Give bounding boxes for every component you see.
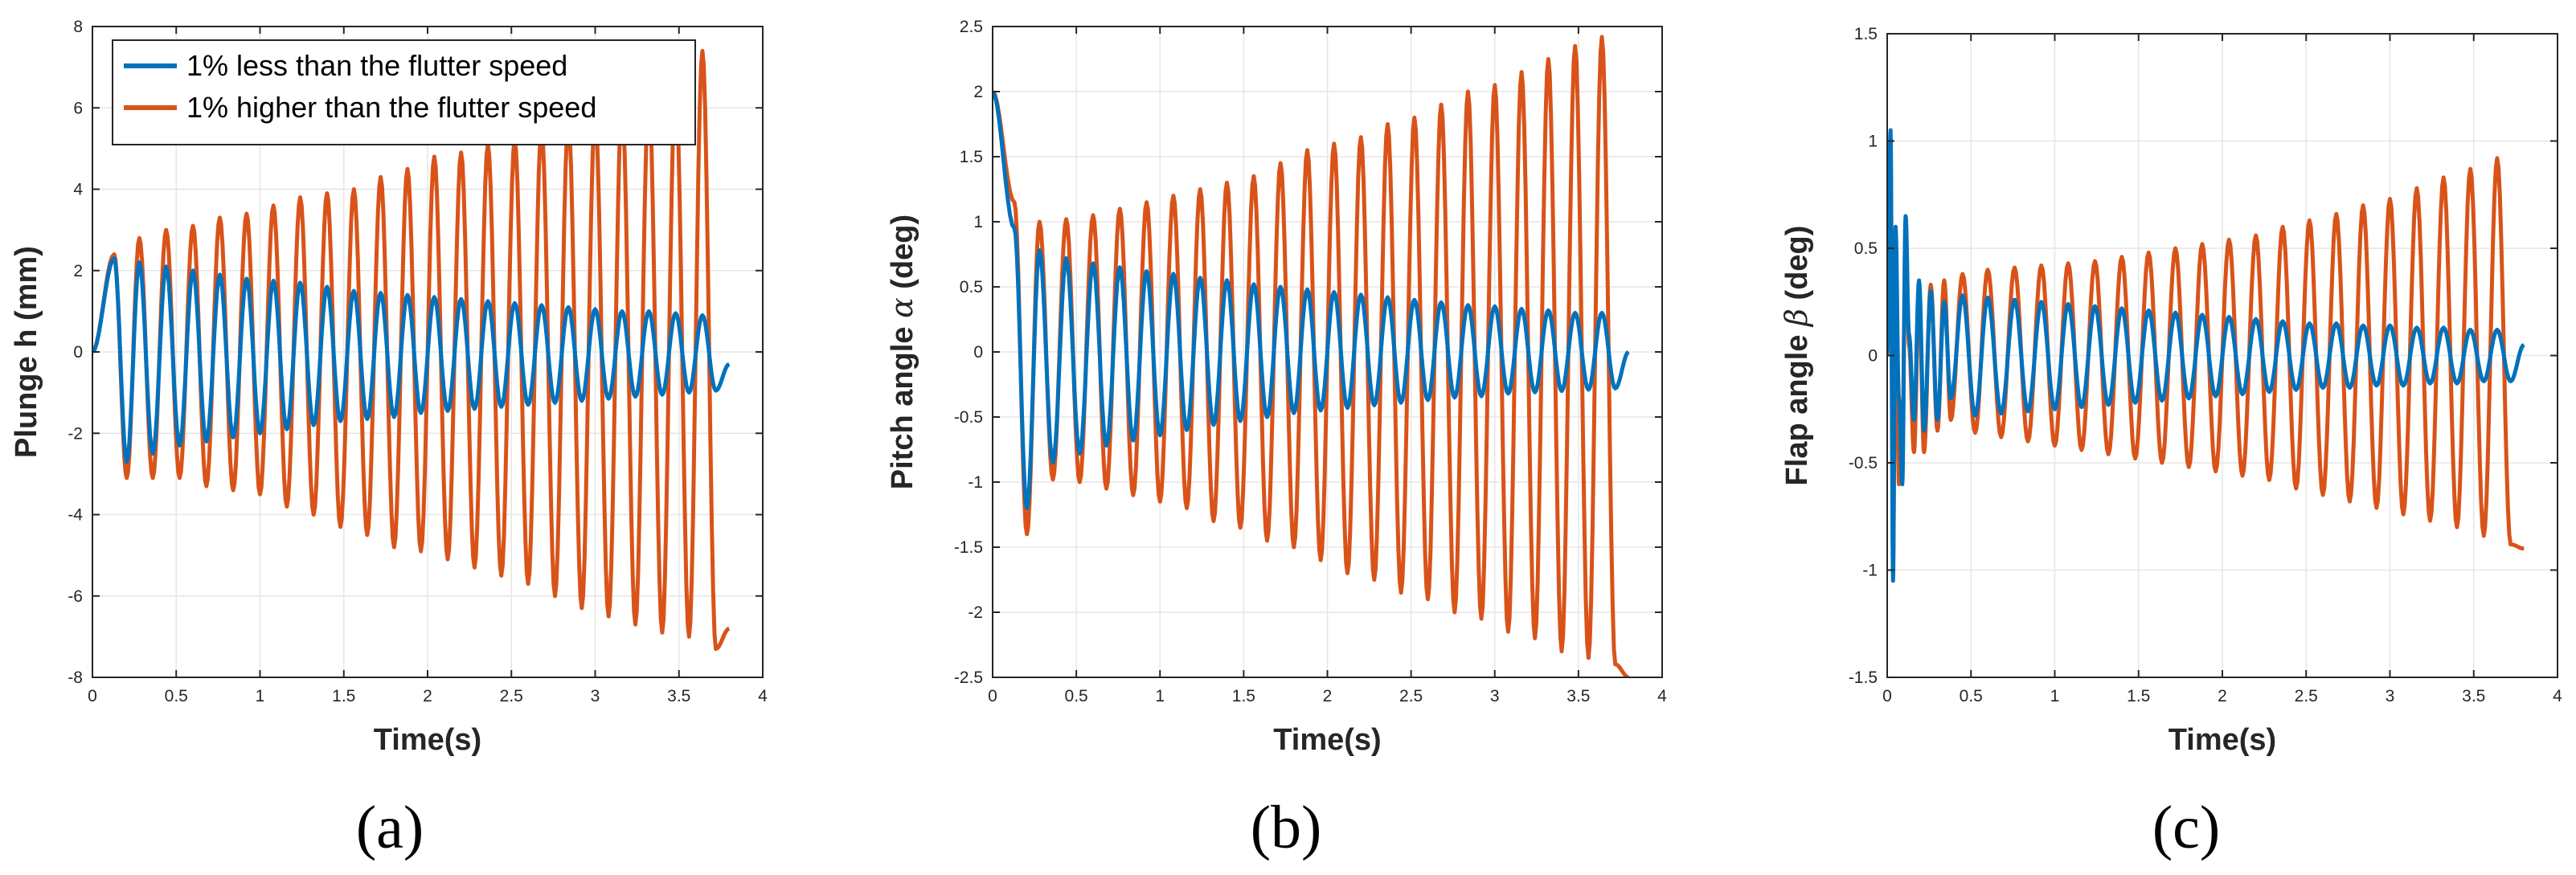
y-tick-label: 1 xyxy=(973,213,983,231)
y-tick-label: -1.5 xyxy=(1849,669,1878,687)
series-line-below-flutter xyxy=(993,90,1630,510)
y-tick-label: -1.5 xyxy=(954,538,983,557)
x-tick-label: 2 xyxy=(423,687,432,705)
x-tick-label: 0 xyxy=(88,687,97,705)
x-tick-label: 0.5 xyxy=(165,687,188,705)
y-tick-label: 0 xyxy=(73,343,83,362)
x-tick-label: 4 xyxy=(2553,687,2562,705)
y-axis-label: Plunge h (mm) xyxy=(10,246,43,458)
y-tick-label: 0 xyxy=(1868,347,1878,366)
y-tick-label: 2 xyxy=(73,262,83,280)
panel-caption: (a) xyxy=(356,794,424,861)
x-tick-label: 1 xyxy=(2050,687,2060,705)
y-tick-label: 2.5 xyxy=(960,18,983,36)
x-tick-label: 2.5 xyxy=(2295,687,2318,705)
y-tick-label: -1 xyxy=(1862,562,1878,580)
y-tick-label: -0.5 xyxy=(954,408,983,427)
x-tick-label: 3 xyxy=(2386,687,2395,705)
x-tick-label: 3.5 xyxy=(667,687,690,705)
x-tick-label: 4 xyxy=(1657,687,1667,705)
y-tick-label: 1.5 xyxy=(960,148,983,166)
y-tick-label: -4 xyxy=(68,506,83,525)
x-tick-label: 3.5 xyxy=(2462,687,2485,705)
legend-entry: 1% less than the flutter speed xyxy=(186,49,567,82)
y-axis-label: Flap angle β (deg) xyxy=(1779,226,1814,486)
x-tick-label: 0 xyxy=(988,687,997,705)
x-tick-label: 2.5 xyxy=(500,687,523,705)
y-tick-label: 1 xyxy=(1868,133,1878,151)
legend: 1% less than the flutter speed 1% higher … xyxy=(112,39,696,145)
y-tick-label: 6 xyxy=(73,99,83,117)
x-tick-label: 3.5 xyxy=(1566,687,1590,705)
y-tick-label: 2 xyxy=(973,83,983,101)
x-tick-label: 4 xyxy=(758,687,768,705)
y-tick-label: 0 xyxy=(973,343,983,362)
y-tick-label: -6 xyxy=(68,587,83,606)
y-tick-label: -0.5 xyxy=(1849,454,1878,472)
y-tick-label: -2.5 xyxy=(954,669,983,687)
y-tick-label: 4 xyxy=(73,181,83,199)
x-tick-label: 1 xyxy=(256,687,265,705)
series-line-below-flutter xyxy=(92,256,731,464)
x-tick-label: 0.5 xyxy=(1960,687,1983,705)
x-axis-label: Time(s) xyxy=(2169,723,2276,757)
panel-b: 0 0.5 1 1.5 2 2.5 3 3.5 4 -2.5 -2 -1.5 -1 -0.5 0 0.5 1 1.… xyxy=(884,18,1667,861)
x-tick-label: 3 xyxy=(591,687,600,705)
x-tick-label: 1 xyxy=(1155,687,1165,705)
panel-caption: (c) xyxy=(2152,794,2220,861)
y-tick-label: 0.5 xyxy=(960,278,983,296)
x-tick-label: 2.5 xyxy=(1399,687,1423,705)
series-line-below-flutter xyxy=(1887,128,2525,583)
y-axis-label: Pitch angle α (deg) xyxy=(884,215,919,489)
panel-a: 0 0.5 1 1.5 2 2.5 3 3.5 4 -8 -6 -4 -2 0 2 4 6 8 Time(s) Plu… xyxy=(10,18,768,861)
x-tick-label: 0 xyxy=(1882,687,1892,705)
x-axis-label: Time(s) xyxy=(374,723,481,757)
panel-c: 0 0.5 1 1.5 2 2.5 3 3.5 4 -1.5 -1 -0.5 0 0.5 1 1.5 Time(… xyxy=(1779,25,2562,861)
y-tick-label: -1 xyxy=(968,473,983,492)
y-tick-label: 1.5 xyxy=(1854,25,1878,43)
x-tick-label: 2 xyxy=(2218,687,2227,705)
x-tick-label: 2 xyxy=(1323,687,1333,705)
y-tick-label: -2 xyxy=(68,424,83,443)
y-tick-label: -8 xyxy=(68,669,83,687)
x-tick-label: 3 xyxy=(1490,687,1500,705)
x-axis-label: Time(s) xyxy=(1273,723,1381,757)
x-tick-label: 1.5 xyxy=(1232,687,1255,705)
legend-entry: 1% higher than the flutter speed xyxy=(186,91,596,124)
y-tick-label: 0.5 xyxy=(1854,239,1878,258)
x-tick-label: 0.5 xyxy=(1065,687,1088,705)
y-tick-label: -2 xyxy=(968,603,983,622)
y-tick-label: 8 xyxy=(73,18,83,36)
x-tick-label: 1.5 xyxy=(332,687,355,705)
x-tick-label: 1.5 xyxy=(2127,687,2150,705)
panel-caption: (b) xyxy=(1251,794,1322,861)
legend-box xyxy=(112,39,696,145)
